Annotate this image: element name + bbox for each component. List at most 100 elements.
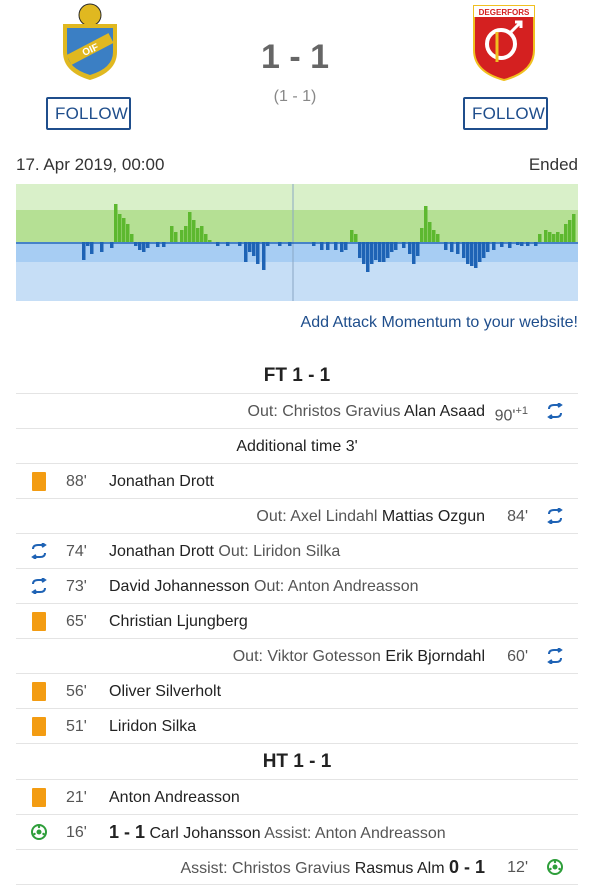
momentum-bar-away (252, 242, 256, 256)
player-name[interactable]: Liridon Silka (109, 718, 197, 735)
svg-text:DEGERFORS: DEGERFORS (479, 8, 530, 17)
follow-away-button[interactable]: FOLLOW (463, 97, 548, 130)
player-name[interactable]: Oliver Silverholt (109, 683, 222, 700)
away-team-logo[interactable]: DEGERFORS (469, 2, 539, 82)
momentum-bar-away (142, 242, 146, 252)
momentum-bar-away (320, 242, 324, 250)
follow-home-button[interactable]: FOLLOW (46, 97, 131, 130)
player-name[interactable]: Christian Ljungberg (109, 613, 248, 630)
momentum-bar-away (146, 242, 150, 248)
substituted-out: Out: Viktor Gotesson (232, 648, 381, 665)
momentum-bar-away (370, 242, 374, 264)
event-description: David Johannesson Out: Anton Andreasson (109, 569, 419, 604)
momentum-bar-away (492, 242, 496, 250)
player-name[interactable]: David Johannesson (109, 578, 250, 595)
timeline-event-row: 51' Liridon Silka (16, 709, 578, 744)
substitution-icon (30, 577, 48, 595)
event-minute: 88' (66, 473, 87, 490)
momentum-bars (16, 204, 578, 272)
momentum-bar-home (424, 206, 428, 242)
timeline-event-row: 21' Anton Andreasson (16, 780, 578, 815)
momentum-home-bg-light (16, 184, 578, 210)
momentum-bar-away (462, 242, 466, 258)
player-name[interactable]: Carl Johansson (149, 825, 261, 842)
event-minute: 74' (66, 543, 87, 560)
timeline-event-row: Assist: Christos Gravius Rasmus Alm 0 - … (16, 850, 578, 885)
momentum-bar-away (444, 242, 448, 250)
event-minute: 51' (66, 718, 87, 735)
momentum-bar-away (86, 242, 90, 246)
event-description: Out: Viktor Gotesson Erik Bjorndahl (233, 639, 485, 674)
timeline-event-row: Out: Axel Lindahl Mattias Ozgun 84' (16, 499, 578, 534)
timeline-event-row: 56' Oliver Silverholt (16, 674, 578, 709)
match-score: 1 - 1 (260, 38, 330, 76)
event-minute: 12' (507, 859, 528, 876)
player-name[interactable]: Mattias Ozgun (381, 508, 485, 525)
momentum-bar-away (90, 242, 94, 254)
momentum-bar-away (402, 242, 406, 248)
momentum-bar-away (266, 242, 270, 246)
player-name[interactable]: Rasmus Alm (354, 860, 445, 877)
momentum-bar-away (466, 242, 470, 264)
momentum-bar-away (508, 242, 512, 248)
momentum-bar-away (344, 242, 348, 250)
momentum-bar-away (474, 242, 478, 268)
momentum-bar-away (478, 242, 482, 262)
momentum-bar-away (386, 242, 390, 258)
momentum-bar-away (156, 242, 160, 247)
event-description: 1 - 1 Carl Johansson Assist: Anton Andre… (109, 815, 446, 851)
momentum-bar-home (538, 234, 542, 242)
momentum-bar-away (334, 242, 338, 250)
momentum-bar-away (278, 242, 282, 246)
momentum-bar-away (358, 242, 362, 258)
home-team-logo[interactable]: OIF (55, 2, 125, 82)
player-name[interactable]: Erik Bjorndahl (385, 648, 485, 665)
match-header: OIF 1 - 1 (1 - 1) DEGERFORS FOLLOW FOLLO… (0, 0, 600, 150)
add-momentum-link[interactable]: Add Attack Momentum to your website! (300, 314, 578, 331)
momentum-bar-away (226, 242, 230, 246)
event-minute: 90'+1 (494, 405, 528, 425)
yellow-card-icon (30, 716, 48, 736)
goal-score: 1 - 1 (109, 822, 146, 842)
event-description: Assist: Christos Gravius Rasmus Alm 0 - … (180, 850, 485, 886)
halftime-header: HT 1 - 1 (16, 744, 578, 780)
momentum-bar-home (568, 220, 572, 242)
player-name[interactable]: Jonathan Drott (109, 473, 214, 490)
momentum-bar-home (552, 234, 556, 242)
momentum-bar-away (134, 242, 138, 246)
assist-text: Assist: Christos Gravius (180, 860, 351, 877)
momentum-bar-home (428, 222, 432, 242)
momentum-bar-away (288, 242, 292, 246)
substitution-icon (546, 402, 564, 420)
yellow-card-icon (30, 787, 48, 807)
event-minute: 60' (507, 648, 528, 665)
momentum-bar-home (204, 234, 208, 242)
momentum-bar-home (548, 232, 552, 242)
player-name[interactable]: Alan Asaad (404, 403, 485, 420)
momentum-away-bg-light (16, 262, 578, 301)
timeline-event-row: Out: Christos Gravius Alan Asaad 90'+1 (16, 394, 578, 429)
momentum-bar-away (340, 242, 344, 252)
substitution-icon (30, 542, 48, 560)
momentum-bar-away (262, 242, 266, 270)
event-description: Out: Christos Gravius Alan Asaad (248, 394, 485, 429)
momentum-bar-home (564, 224, 568, 242)
match-timeline: FT 1 - 1 Out: Christos Gravius Alan Asaa… (16, 358, 578, 885)
yellow-card-icon (30, 471, 48, 491)
substituted-out: Out: Axel Lindahl (256, 508, 378, 525)
yellow-card-icon (30, 611, 48, 631)
momentum-bar-home (118, 214, 122, 242)
momentum-bar-home (188, 212, 192, 242)
player-name[interactable]: Anton Andreasson (109, 789, 240, 806)
momentum-bar-away (456, 242, 460, 254)
momentum-bar-home (196, 228, 200, 242)
momentum-bar-home (170, 226, 174, 242)
momentum-bar-away (482, 242, 486, 258)
momentum-bar-away (526, 242, 530, 246)
event-description: Jonathan Drott Out: Liridon Silka (109, 534, 340, 569)
momentum-bar-away (534, 242, 538, 246)
momentum-bar-away (390, 242, 394, 252)
momentum-bar-away (138, 242, 142, 250)
momentum-bar-home (208, 240, 212, 242)
player-name[interactable]: Jonathan Drott (109, 543, 214, 560)
